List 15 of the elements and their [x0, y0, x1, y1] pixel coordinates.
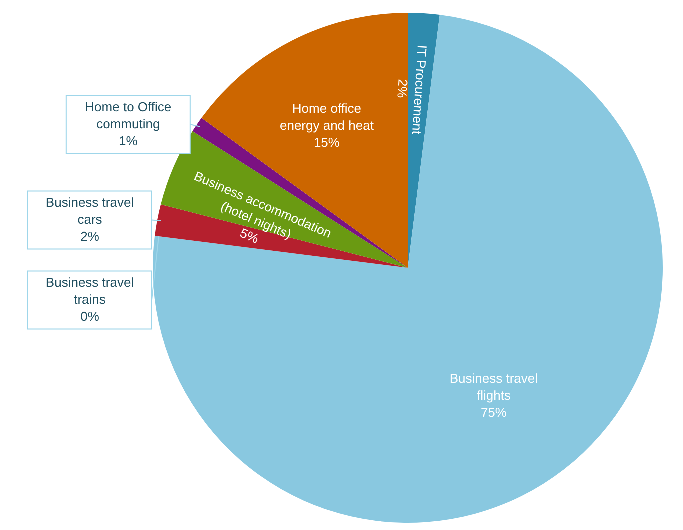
slice-label: Business travel flights: [450, 370, 538, 403]
slice-label: Business travel cars: [46, 195, 134, 228]
pie-slice: [161, 131, 408, 268]
category-label: Business travel trains: [46, 275, 134, 308]
text: 0%: [80, 309, 100, 324]
pie-slice: [192, 118, 408, 268]
slice-label: Home to Office commuting: [85, 100, 172, 132]
data-label: 1%: [119, 134, 138, 149]
data-label: 2%: [80, 229, 100, 244]
pie-slice: [408, 13, 440, 268]
slice-label: IT Procurement: [409, 44, 430, 136]
data-label: 15%: [314, 134, 340, 150]
data-label: 2%: [394, 78, 411, 100]
data-label: 75%: [480, 404, 508, 420]
slice-label: Home office energy and heat: [280, 100, 374, 133]
